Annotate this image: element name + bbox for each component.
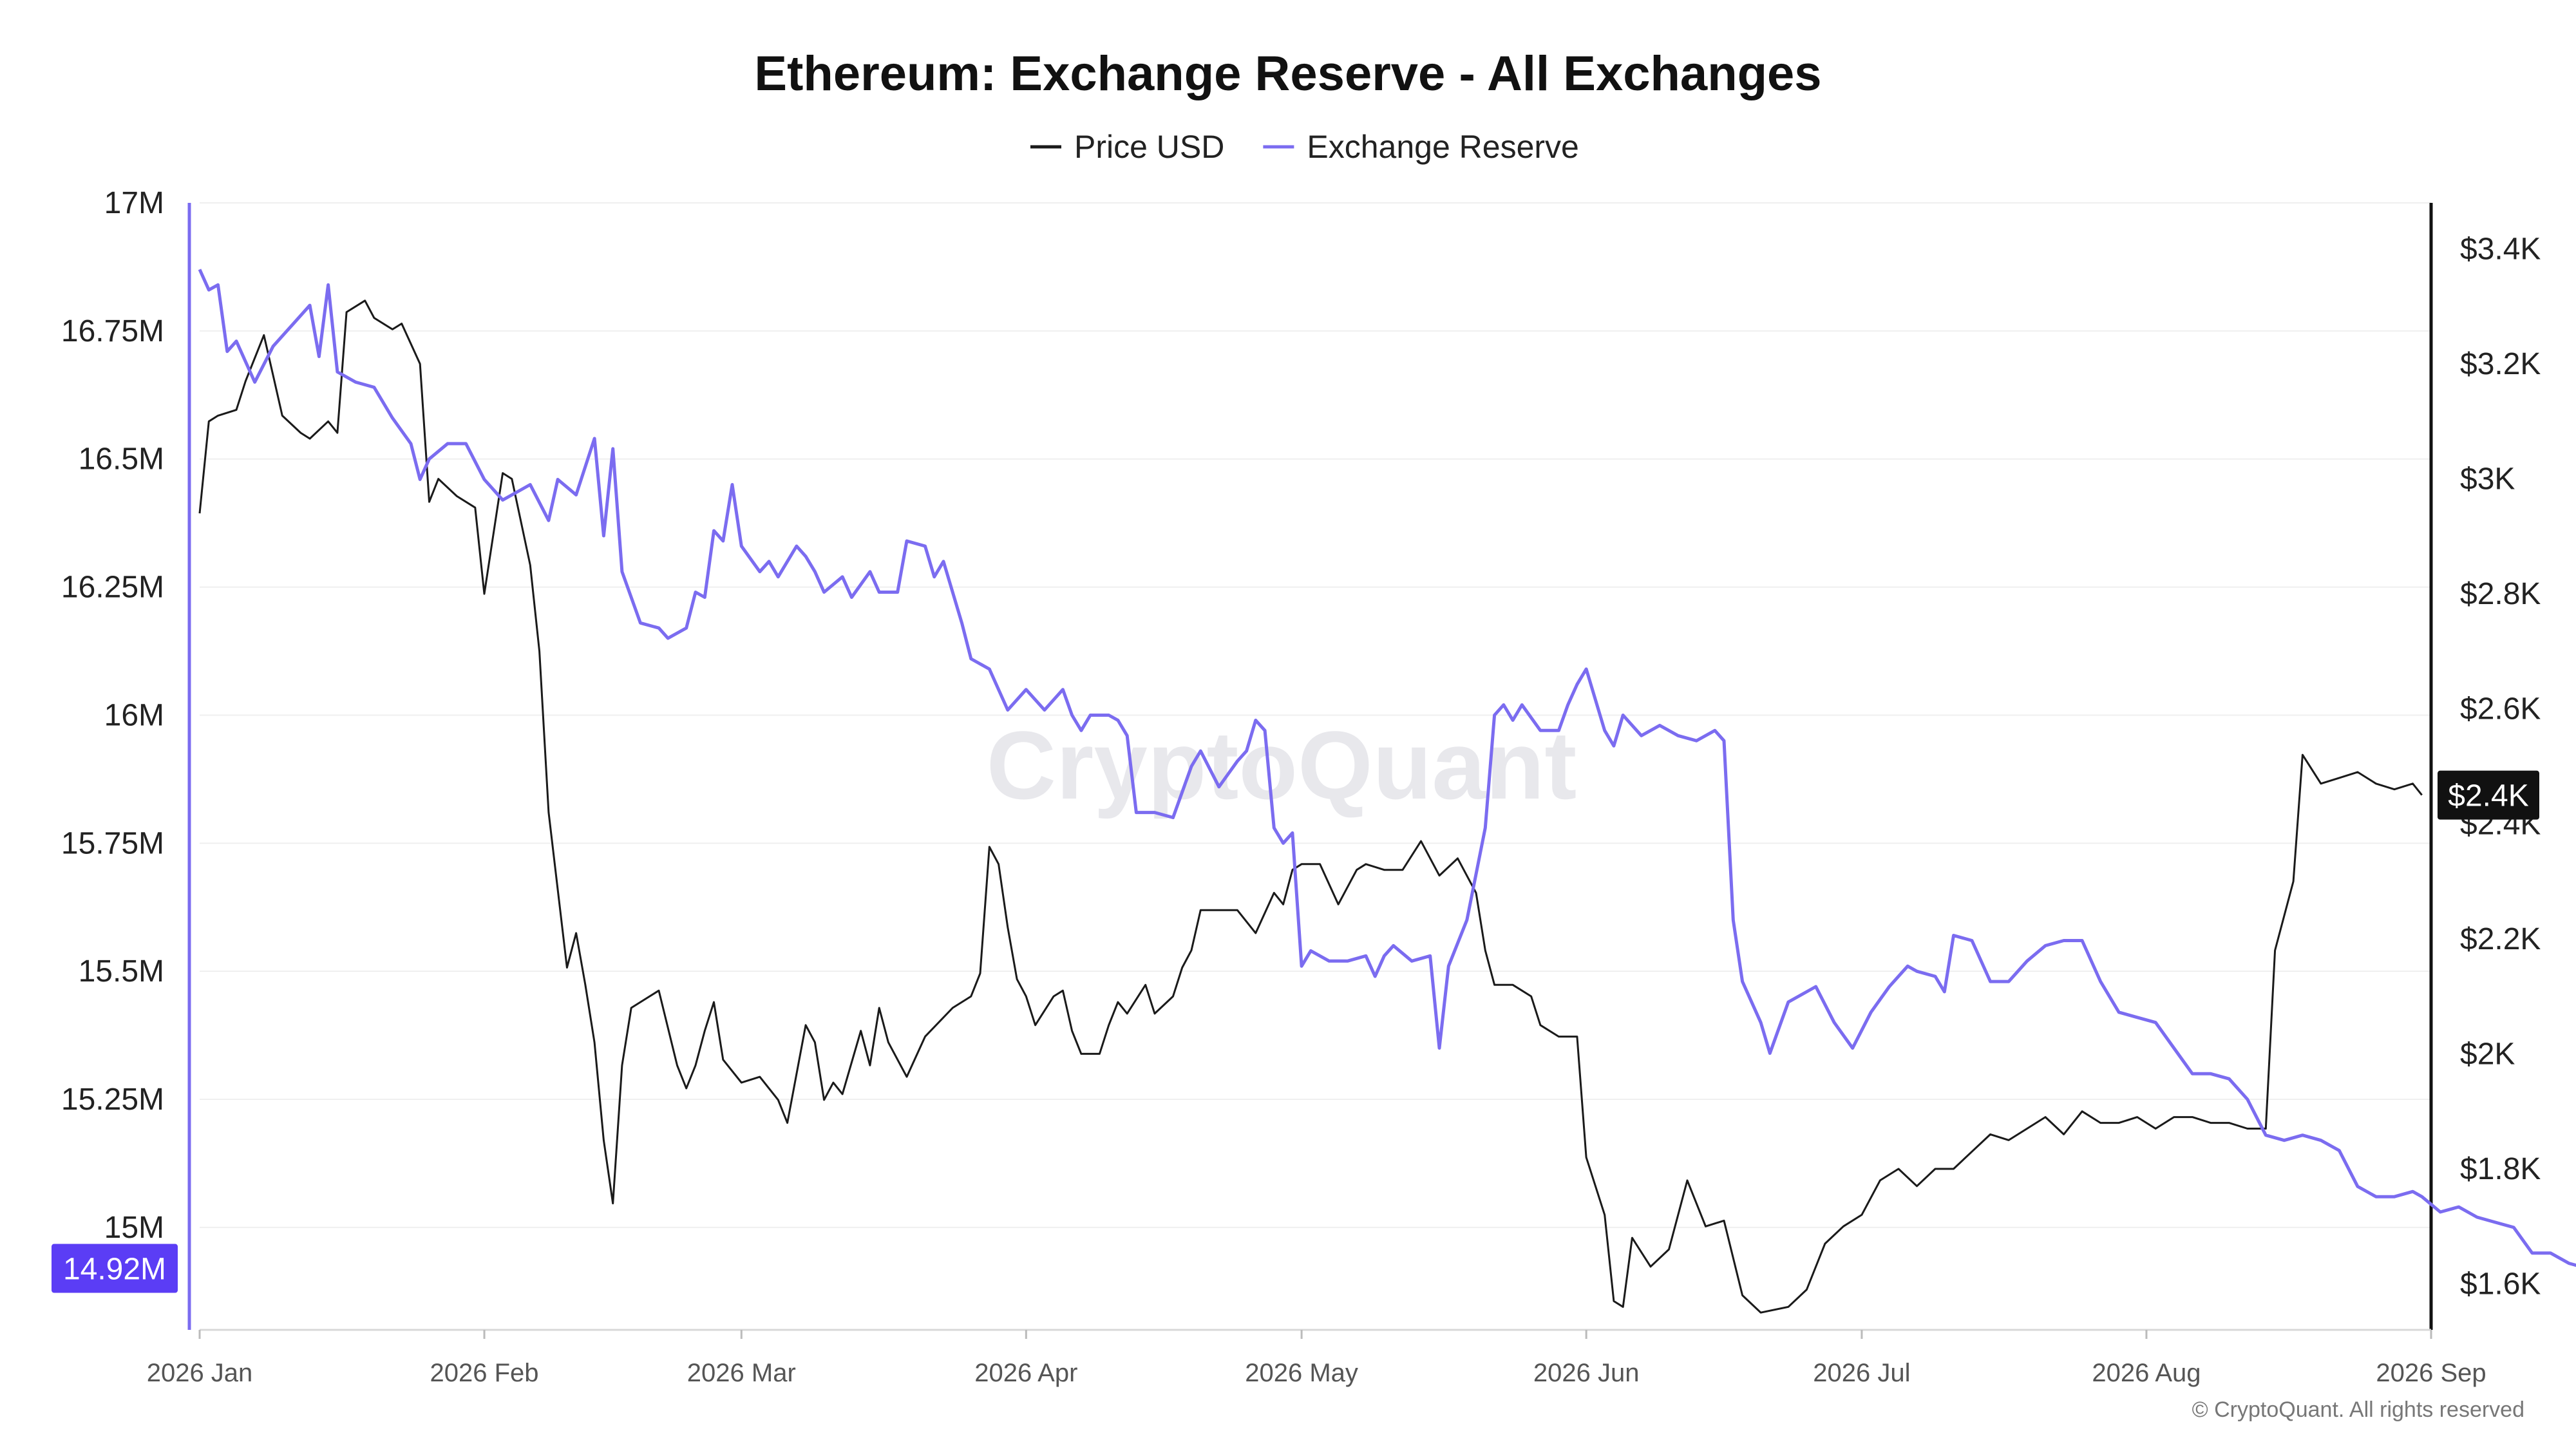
x-tick-labels: 2026 Jan 2026 Feb 2026 Mar 2026 Apr 2026 May… bbox=[147, 1330, 2486, 1387]
legend-label: Price USD bbox=[1074, 129, 1224, 165]
reserve-current-badge-label: 14.92M bbox=[63, 1253, 166, 1287]
x-tick-label: 2026 Apr bbox=[974, 1359, 1077, 1387]
y-right-tick-label: $2.2K bbox=[2460, 922, 2541, 956]
y-right-tick-label: $3.4K bbox=[2460, 232, 2541, 266]
y-left-tick-label: 15.75M bbox=[61, 826, 164, 860]
x-tick-label: 2026 Jan bbox=[147, 1359, 253, 1387]
price-current-badge bbox=[2438, 770, 2539, 820]
price-usd-line bbox=[198, 299, 2423, 1314]
y-right-tick-label: $2.8K bbox=[2460, 577, 2541, 611]
y-right-tick-label: $2K bbox=[2460, 1037, 2515, 1071]
exchange-reserve-line bbox=[198, 269, 2576, 1267]
x-tick-label: 2026 Feb bbox=[430, 1359, 539, 1387]
y-left-tick-label: 16.75M bbox=[61, 314, 164, 348]
x-tick-label: 2026 Jun bbox=[1533, 1359, 1640, 1387]
reserve-current-badge bbox=[52, 1244, 178, 1293]
chart-title: Ethereum: Exchange Reserve - All Exchang… bbox=[754, 46, 1821, 101]
x-tick-label: 2026 Mar bbox=[687, 1359, 796, 1387]
legend-label: Exchange Reserve bbox=[1307, 129, 1578, 165]
y-left-tick-label: 16.5M bbox=[79, 442, 164, 477]
x-tick-label: 2026 Jul bbox=[1813, 1359, 1910, 1387]
grid-lines bbox=[200, 202, 2431, 1228]
y-left-tick-label: 15M bbox=[104, 1211, 164, 1245]
y-left-tick-label: 16.25M bbox=[61, 571, 164, 605]
current-value-badges: 14.92M $2.4K bbox=[52, 770, 2539, 1293]
copyright: © CryptoQuant. All rights reserved bbox=[2192, 1397, 2524, 1422]
series-layer bbox=[198, 269, 2576, 1314]
y-right-tick-label: $3K bbox=[2460, 462, 2515, 497]
y-right-tick-label: $2.6K bbox=[2460, 692, 2541, 726]
y-right-tick-label: $1.6K bbox=[2460, 1267, 2541, 1302]
y-left-tick-label: 16M bbox=[104, 698, 164, 732]
legend: Price USD Exchange Reserve bbox=[1030, 129, 1579, 165]
y-right-tick-labels: $1.6K$1.8K$2K$2.2K$2.4K$2.6K$2.8K$3K$3.2… bbox=[2460, 232, 2541, 1301]
y-right-tick-label: $3.2K bbox=[2460, 347, 2541, 381]
watermark: CryptoQuant bbox=[987, 711, 1577, 819]
y-left-tick-label: 15.25M bbox=[61, 1083, 164, 1117]
y-left-tick-label: 17M bbox=[104, 186, 164, 220]
price-current-badge-label: $2.4K bbox=[2448, 779, 2528, 813]
y-left-tick-labels: 15M 15.25M 15.5M 15.75M 16M 16.25M 16.5M 16.75M… bbox=[61, 186, 164, 1245]
x-tick-label: 2026 Aug bbox=[2092, 1359, 2201, 1387]
y-right-tick-label: $1.8K bbox=[2460, 1152, 2541, 1186]
y-left-tick-label: 15.5M bbox=[79, 954, 164, 989]
x-tick-label: 2026 May bbox=[1245, 1359, 1358, 1387]
x-tick-label: 2026 Sep bbox=[2376, 1359, 2486, 1387]
